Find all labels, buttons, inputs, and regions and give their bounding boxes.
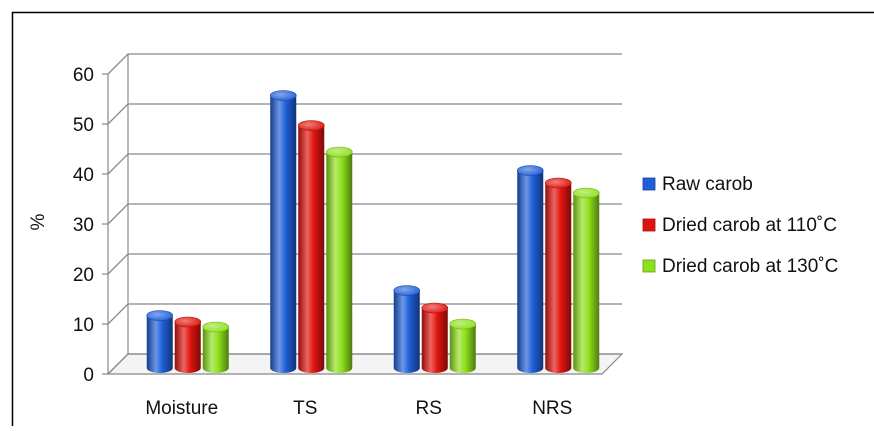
bar — [573, 188, 599, 373]
x-axis-ticks: Moisture TS RS NRS — [145, 398, 572, 419]
y-axis-ticks: 0 10 20 30 40 50 60 — [73, 65, 108, 386]
bars — [147, 91, 600, 374]
bar — [270, 91, 296, 374]
x-tick-label: TS — [293, 398, 317, 419]
y-tick-label: 30 — [73, 215, 94, 236]
legend-label: Dried carob at 110˚C — [662, 215, 837, 236]
gridline — [108, 54, 622, 74]
legend-label: Dried carob at 130˚C — [662, 256, 838, 277]
legend-swatch — [643, 260, 655, 272]
x-tick-label: NRS — [532, 398, 572, 419]
y-tick-label: 10 — [73, 315, 94, 336]
bar — [147, 311, 173, 374]
y-tick-label: 0 — [83, 365, 94, 386]
x-tick-label: RS — [416, 398, 442, 419]
bar — [298, 121, 324, 374]
legend-swatch — [643, 178, 655, 190]
bar — [326, 147, 352, 373]
legend: Raw carob Dried carob at 110˚C Dried carob… — [643, 174, 838, 277]
legend-swatch — [643, 219, 655, 231]
bar — [203, 322, 229, 373]
bar — [422, 303, 448, 373]
gridline — [108, 104, 622, 124]
y-axis-label: % — [28, 213, 49, 230]
y-tick-label: 40 — [73, 165, 94, 186]
y-tick-label: 20 — [73, 265, 94, 286]
x-tick-label: Moisture — [145, 398, 218, 419]
gridline — [108, 254, 622, 274]
bar — [545, 178, 571, 373]
y-tick-label: 60 — [73, 65, 94, 86]
y-tick-label: 50 — [73, 115, 94, 136]
gridline — [108, 204, 622, 224]
bar — [517, 166, 543, 374]
bar — [394, 286, 420, 374]
bar — [450, 319, 476, 373]
legend-label: Raw carob — [662, 174, 753, 195]
bar — [175, 317, 201, 373]
gridline — [108, 154, 622, 174]
